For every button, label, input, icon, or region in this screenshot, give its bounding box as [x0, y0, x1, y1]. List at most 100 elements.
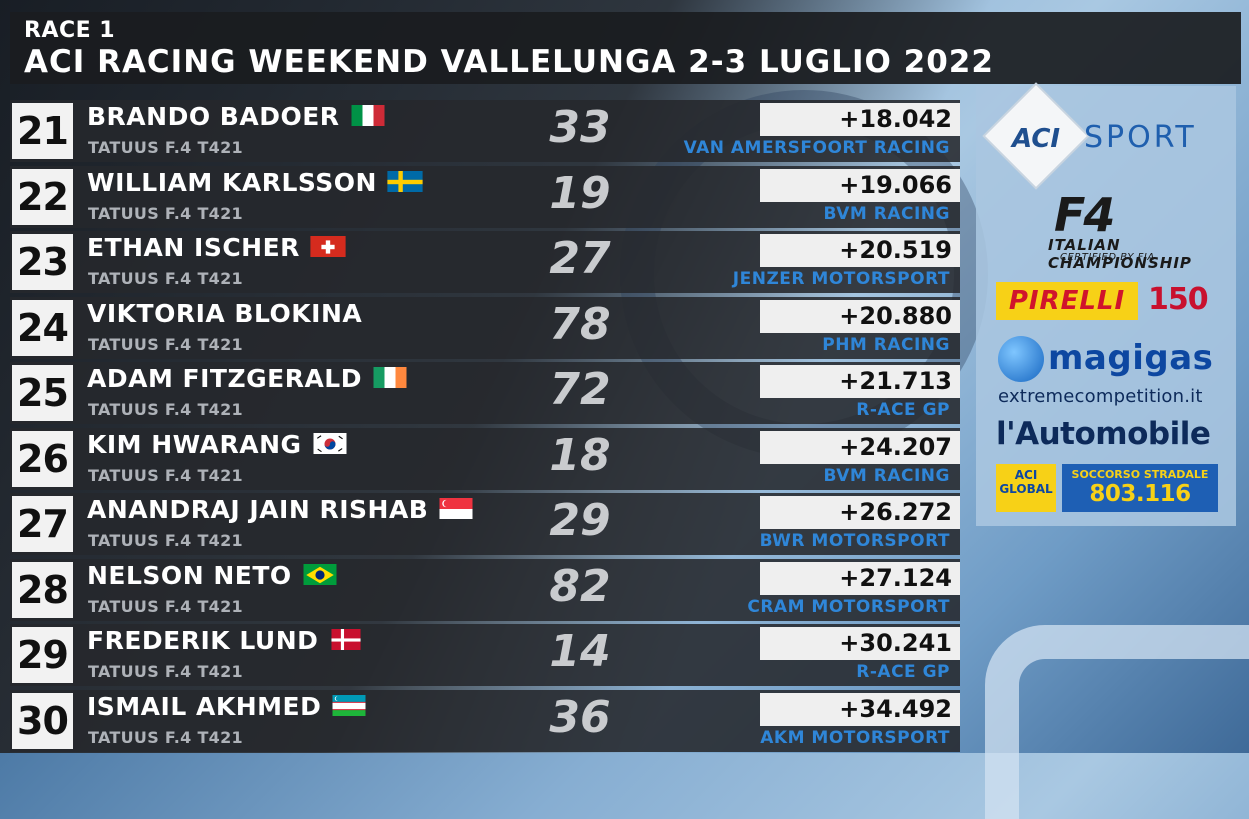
car-number: 29	[549, 495, 611, 546]
soccorso-stradale-logo: SOCCORSO STRADALE 803.116	[1062, 464, 1218, 512]
position-number: 21	[12, 103, 73, 159]
driver-name: ANANDRAJ JAIN RISHAB	[87, 495, 429, 524]
result-row: 27 ANANDRAJ JAIN RISHAB TATUUS F.4 T421 …	[10, 493, 960, 555]
car-model: TATUUS F.4 T421	[88, 596, 243, 616]
car-model: TATUUS F.4 T421	[88, 662, 243, 681]
car-number: 14	[549, 626, 611, 677]
extremecompetition-logo: extremecompetition.it	[998, 386, 1203, 407]
south-korea-flag-icon	[312, 432, 348, 454]
result-row: 29 FREDERIK LUND TATUUS F.4 T421 14 +30.…	[10, 624, 960, 686]
result-row: 23 ETHAN ISCHER TATUUS F.4 T421 27 +20.5…	[10, 231, 960, 293]
driver-name: KIM HWARANG	[87, 429, 302, 459]
uzbekistan-flag-icon	[331, 694, 367, 716]
result-row: 30 ISMAIL AKHMED TATUUS F.4 T421 36 +34.…	[10, 689, 960, 752]
soccorso-label: SOCCORSO STRADALE	[1071, 468, 1209, 481]
driver-name-line: FREDERIK LUND	[87, 626, 364, 655]
gap-time: +27.124	[760, 561, 960, 595]
denmark-flag-icon	[328, 628, 364, 650]
gap-time: +18.042	[760, 103, 960, 136]
magigas-logo: magigas	[1048, 338, 1214, 378]
car-number: 18	[549, 429, 611, 481]
team-name: PHM RACING	[822, 334, 950, 355]
singapore-flag-icon	[438, 497, 474, 519]
gap-time: +20.519	[760, 234, 960, 267]
aci-global-logo: ACI GLOBAL	[996, 464, 1056, 512]
team-name: CRAM MOTORSPORT	[747, 596, 950, 617]
automobile-logo: l'Automobile	[996, 416, 1211, 452]
result-row: 24 VIKTORIA BLOKINA TATUUS F.4 T421 78 +…	[10, 296, 960, 359]
pirelli-logo: PIRELLI	[996, 282, 1138, 320]
team-name: JENZER MOTORSPORT	[732, 269, 950, 289]
driver-name: NELSON NETO	[87, 560, 292, 590]
driver-name: VIKTORIA BLOKINA	[87, 298, 363, 328]
car-model: TATUUS F.4 T421	[88, 334, 243, 354]
aci-sport-logo-text: SPORT	[1084, 120, 1197, 155]
driver-name-line: ANANDRAJ JAIN RISHAB	[87, 495, 474, 524]
driver-name: ADAM FITZGERALD	[87, 364, 362, 393]
result-row: 28 NELSON NETO TATUUS F.4 T421 82 +27.12…	[10, 558, 960, 621]
driver-name-line: ADAM FITZGERALD	[87, 364, 408, 393]
f4-logo-certified: CERTIFIED BY FIA	[1060, 252, 1155, 263]
gap-time: +20.880	[760, 299, 960, 333]
gap-time: +21.713	[760, 365, 960, 398]
driver-name-line: WILLIAM KARLSSON	[87, 168, 423, 197]
event-title: ACI RACING WEEKEND VALLELUNGA 2-3 LUGLIO…	[24, 44, 994, 80]
team-name: R-ACE GP	[856, 400, 950, 420]
pirelli-150-logo: 150	[1148, 282, 1209, 317]
switzerland-flag-icon	[310, 235, 346, 257]
car-number: 82	[549, 560, 611, 612]
car-model: TATUUS F.4 T421	[88, 727, 243, 747]
driver-name: ISMAIL AKHMED	[87, 691, 322, 721]
sweden-flag-icon	[387, 170, 423, 192]
magigas-globe-icon	[998, 336, 1044, 382]
gap-time: +34.492	[760, 692, 960, 726]
background-letter-decoration	[985, 625, 1249, 819]
driver-name: FREDERIK LUND	[87, 626, 319, 655]
car-number: 36	[549, 691, 611, 743]
gap-time: +30.241	[760, 627, 960, 660]
position-number: 25	[12, 365, 73, 421]
car-number: 72	[549, 364, 611, 415]
position-number: 22	[12, 168, 73, 225]
car-number: 19	[549, 167, 611, 219]
car-model: TATUUS F.4 T421	[88, 531, 243, 550]
driver-name-line: NELSON NETO	[87, 561, 338, 590]
aci-logo-text: ACI	[1012, 124, 1061, 154]
position-number: 26	[12, 430, 73, 487]
position-number: 29	[12, 627, 73, 683]
race-label: RACE 1	[24, 18, 116, 43]
car-number: 78	[549, 298, 611, 350]
driver-name-line: VIKTORIA BLOKINA	[87, 299, 362, 328]
driver-name: BRANDO BADOER	[87, 102, 340, 131]
car-model: TATUUS F.4 T421	[88, 400, 243, 419]
team-name: BVM RACING	[823, 465, 950, 486]
position-number: 27	[12, 496, 73, 552]
ireland-flag-icon	[372, 366, 408, 388]
position-number: 30	[12, 692, 73, 749]
result-row: 25 ADAM FITZGERALD TATUUS F.4 T421 72 +2…	[10, 362, 960, 424]
result-row: 22 WILLIAM KARLSSON TATUUS F.4 T421 19 +…	[10, 165, 960, 228]
results-table: 21 BRANDO BADOER TATUUS F.4 T421 33 +18.…	[10, 100, 960, 755]
position-number: 23	[12, 234, 73, 290]
team-name: R-ACE GP	[856, 662, 950, 682]
driver-name-line: ISMAIL AKHMED	[87, 692, 367, 721]
car-model: TATUUS F.4 T421	[88, 269, 243, 288]
team-name: BWR MOTORSPORT	[759, 531, 950, 551]
result-row: 26 KIM HWARANG TATUUS F.4 T421 18 +24.20…	[10, 427, 960, 490]
brazil-flag-icon	[302, 563, 338, 585]
position-number: 28	[12, 561, 73, 618]
driver-name: ETHAN ISCHER	[87, 233, 300, 262]
position-number: 24	[12, 299, 73, 356]
car-number: 27	[549, 233, 611, 284]
driver-name: WILLIAM KARLSSON	[87, 167, 377, 197]
driver-name-line: ETHAN ISCHER	[87, 233, 346, 262]
italy-flag-icon	[350, 104, 386, 126]
result-row: 21 BRANDO BADOER TATUUS F.4 T421 33 +18.…	[10, 100, 960, 162]
driver-name-line: KIM HWARANG	[87, 430, 348, 459]
car-model: TATUUS F.4 T421	[88, 465, 243, 485]
driver-name-line: BRANDO BADOER	[87, 102, 386, 131]
sponsor-panel: ACI SPORT F4 ITALIAN CHAMPIONSHIP CERTIF…	[976, 85, 1236, 526]
soccorso-number: 803.116	[1089, 481, 1191, 507]
team-name: VAN AMERSFOORT RACING	[683, 138, 950, 158]
f4-logo: F4	[1054, 188, 1115, 242]
